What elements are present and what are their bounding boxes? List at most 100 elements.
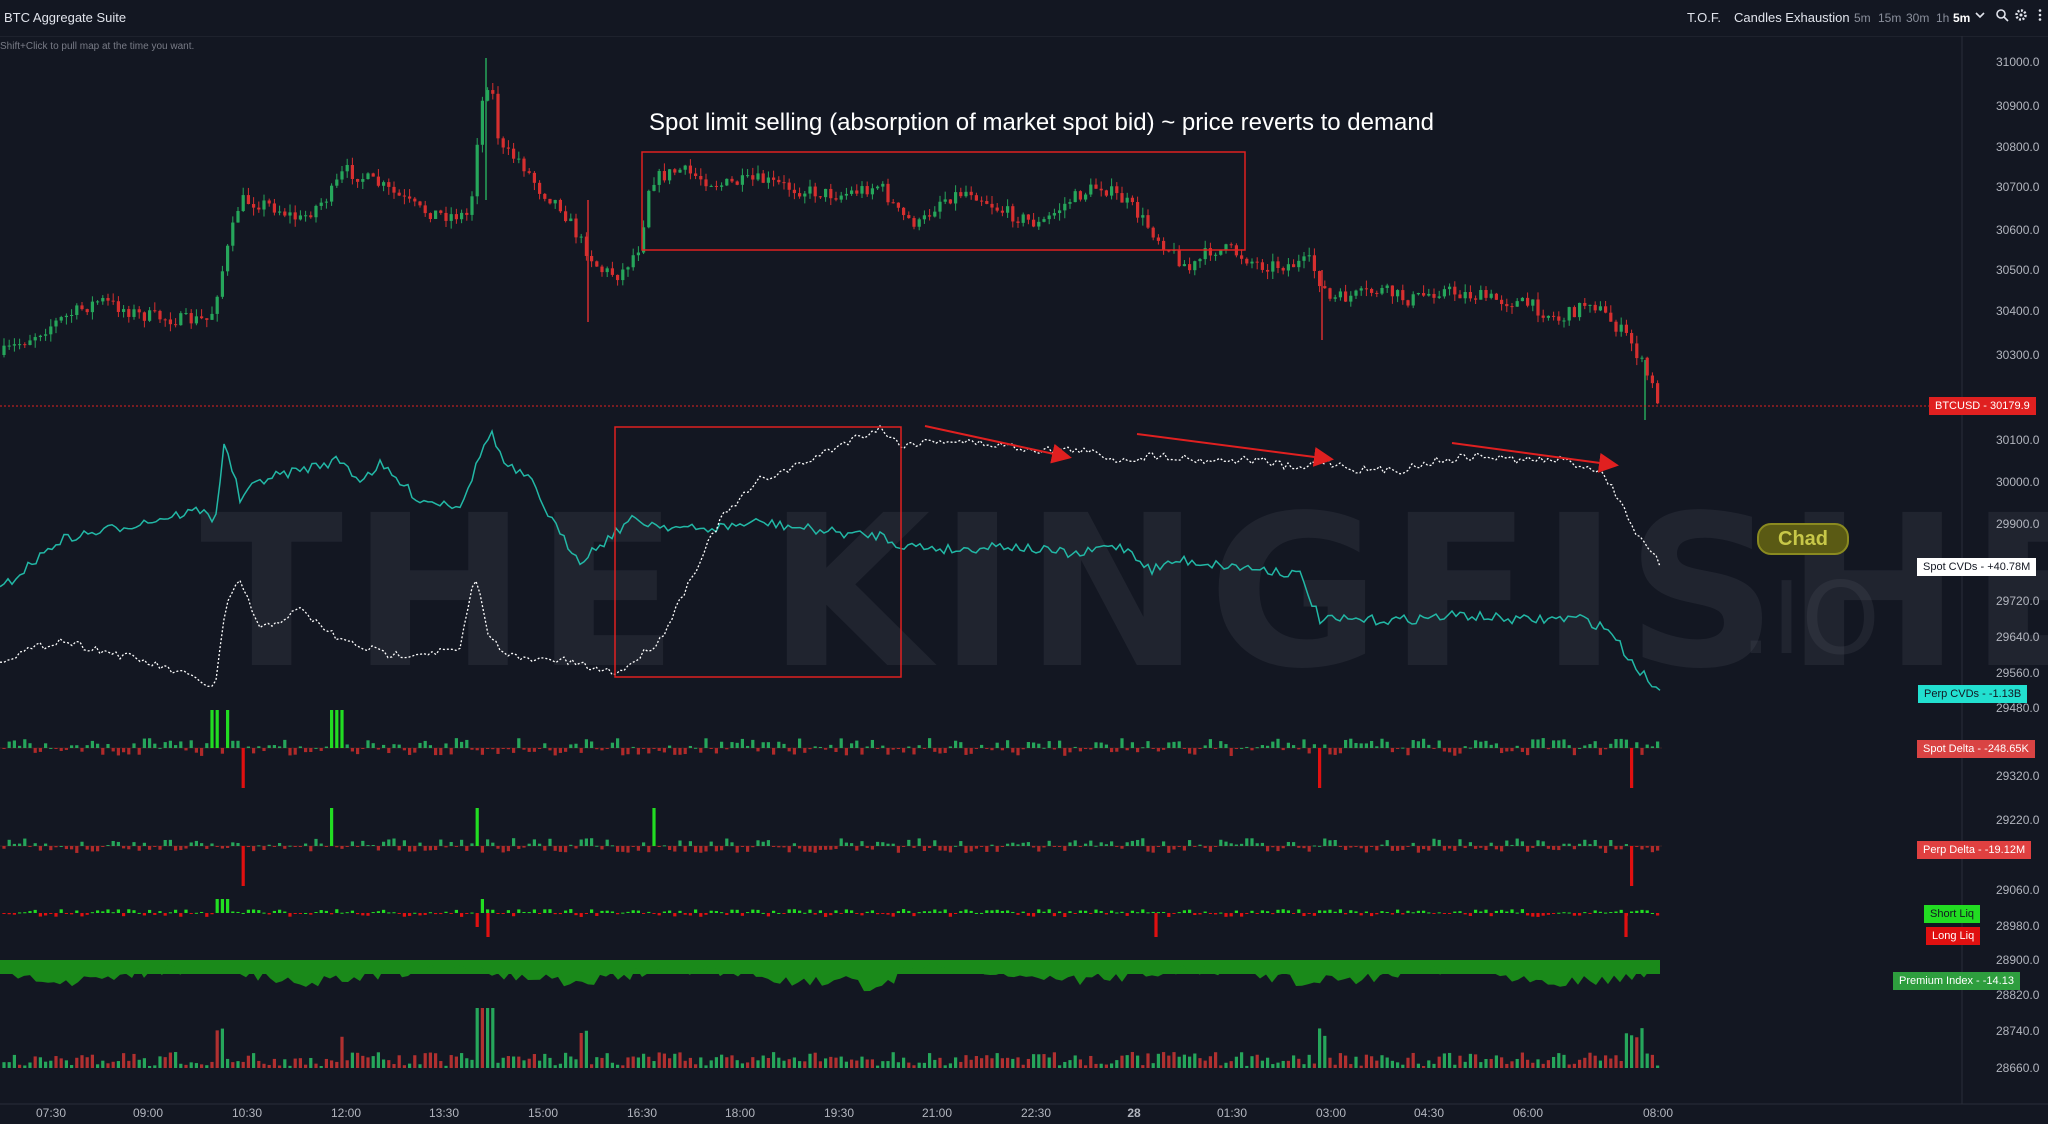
perp-delta-bar	[1063, 846, 1067, 851]
search-icon[interactable]	[1994, 8, 2010, 24]
candle-body	[1448, 286, 1452, 290]
perp-delta-bar	[1052, 846, 1056, 847]
perp-delta-bar	[1146, 846, 1150, 852]
candle-body	[1016, 221, 1020, 223]
volume-bar	[1432, 1063, 1436, 1068]
spot-delta-bar	[907, 746, 911, 748]
liq-bar	[413, 912, 417, 914]
candle-body	[1188, 264, 1192, 271]
perp-delta-bar	[90, 846, 94, 852]
spot-delta-bar	[688, 745, 692, 748]
liq-bar	[813, 913, 817, 915]
perp-delta-bar	[1650, 846, 1654, 853]
perp-delta-bar	[309, 846, 313, 852]
spot-delta-bar	[584, 739, 588, 748]
volume-bar	[220, 1028, 224, 1068]
trend-arrow	[924, 425, 1072, 464]
volume-bar	[1115, 1060, 1119, 1068]
spot-delta-bar	[1099, 742, 1103, 748]
candle-body	[44, 334, 48, 336]
timeframe-selected[interactable]: 5m	[1953, 11, 1971, 25]
spot-delta-bar	[1084, 748, 1088, 749]
volume-bar	[1531, 1062, 1535, 1068]
volume-bar	[1349, 1064, 1353, 1068]
timeframe-15m[interactable]: 15m	[1878, 11, 1902, 25]
perp-delta-bar	[1323, 838, 1327, 846]
candle-body	[501, 138, 505, 148]
volume-bar	[111, 1061, 115, 1068]
time-tick-label: 06:00	[1513, 1106, 1543, 1120]
liq-bar	[621, 912, 625, 914]
spot-delta-bar	[174, 745, 178, 748]
chart-canvas[interactable]: 31000.030900.030800.030700.030600.030500…	[0, 36, 2048, 1124]
liq-bar	[1136, 912, 1140, 914]
perp-delta-bar	[38, 846, 42, 851]
candle-body	[980, 200, 984, 202]
perp-delta-bar	[387, 839, 391, 846]
candle-body	[1442, 289, 1446, 297]
liq-bar	[428, 912, 432, 914]
timeframe-1h[interactable]: 1h	[1936, 11, 1950, 25]
spot-delta-bar	[376, 748, 380, 750]
timeframe-30m[interactable]: 30m	[1906, 11, 1930, 25]
volume-bar	[896, 1062, 900, 1068]
spot-delta-bar	[1307, 748, 1311, 754]
perp-delta-bar	[683, 846, 687, 852]
perp-delta-bar	[132, 842, 136, 846]
perp-delta-bar	[1172, 846, 1176, 850]
spot-delta-bar	[387, 748, 391, 754]
spot-delta-bar	[881, 745, 885, 748]
volume-bar	[1208, 1056, 1212, 1068]
volume-bar	[298, 1058, 302, 1068]
perp-delta-bar	[1156, 846, 1160, 847]
spot-delta-bar	[1240, 747, 1244, 749]
perp-delta-bar	[1416, 846, 1420, 853]
candle-body	[293, 212, 297, 220]
spot-delta-bar	[1297, 748, 1301, 750]
volume-bar	[1578, 1059, 1582, 1068]
candle-body	[111, 300, 115, 302]
spot-delta-bar	[465, 739, 469, 748]
chad-badge[interactable]: Chad	[1757, 523, 1849, 555]
perp-delta-bar	[1162, 841, 1166, 846]
perp-delta-bar	[610, 845, 614, 847]
spot-delta-bar	[246, 746, 250, 748]
chevron-down-icon[interactable]	[1972, 8, 1988, 24]
volume-bar	[512, 1056, 516, 1068]
candle-body	[163, 319, 167, 321]
perp-delta-bar	[1640, 846, 1644, 850]
spot-delta-bar	[1312, 744, 1316, 748]
spot-delta-bar	[59, 748, 63, 751]
volume-bar	[1505, 1063, 1509, 1068]
spot-delta-bar	[1515, 745, 1519, 748]
perp-delta-bar	[668, 846, 672, 851]
spot-delta-bar	[751, 739, 755, 748]
perp-delta-bar	[1214, 846, 1218, 847]
candle-body	[1089, 184, 1093, 195]
price-tick-label: 29480.0	[1996, 701, 2040, 715]
candle-body	[12, 344, 16, 346]
candle-body	[454, 214, 458, 220]
more-vertical-icon[interactable]	[2032, 8, 2048, 24]
candle-body	[314, 205, 318, 218]
perp-delta-bar	[699, 846, 703, 853]
spot-delta-bar	[231, 740, 235, 748]
timeframe-5m[interactable]: 5m	[1854, 11, 1871, 25]
candles-exhaustion-button[interactable]: Candles Exhaustion	[1734, 10, 1850, 25]
time-tick-label: 28	[1127, 1106, 1141, 1120]
spot-delta-bar	[184, 748, 188, 751]
perp-delta-bar	[1240, 843, 1244, 846]
tof-button[interactable]: T.O.F.	[1687, 10, 1721, 25]
perp-delta-bar	[647, 846, 651, 853]
candle-body	[413, 198, 417, 202]
liq-bar	[1453, 911, 1457, 913]
candle-body	[226, 245, 230, 272]
perp-delta-bar	[1021, 842, 1025, 846]
liq-bar	[532, 909, 536, 913]
volume-bar	[64, 1060, 68, 1068]
liq-bar	[324, 910, 328, 913]
volume-bar	[969, 1059, 973, 1068]
spot-delta-bar	[1250, 748, 1254, 751]
liq-bar	[1141, 909, 1145, 913]
gear-icon[interactable]	[2013, 8, 2029, 24]
